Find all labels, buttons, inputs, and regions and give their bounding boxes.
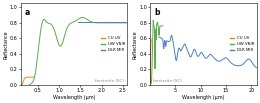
- X-axis label: Wavelength (μm): Wavelength (μm): [53, 95, 95, 99]
- Text: forsterite (SC): forsterite (SC): [153, 78, 183, 83]
- Y-axis label: Reflectance: Reflectance: [3, 30, 9, 59]
- Text: b: b: [154, 8, 160, 17]
- Legend: CU UV, UW VNIR, DLR MIR: CU UV, UW VNIR, DLR MIR: [230, 36, 255, 52]
- X-axis label: Wavelength (μm): Wavelength (μm): [182, 95, 225, 99]
- Text: a: a: [25, 8, 30, 17]
- Y-axis label: Reflectance: Reflectance: [133, 30, 138, 59]
- Legend: CU UV, UW VNIR, DLR MIR: CU UV, UW VNIR, DLR MIR: [101, 36, 125, 52]
- Text: forsterite (SC): forsterite (SC): [95, 78, 124, 83]
